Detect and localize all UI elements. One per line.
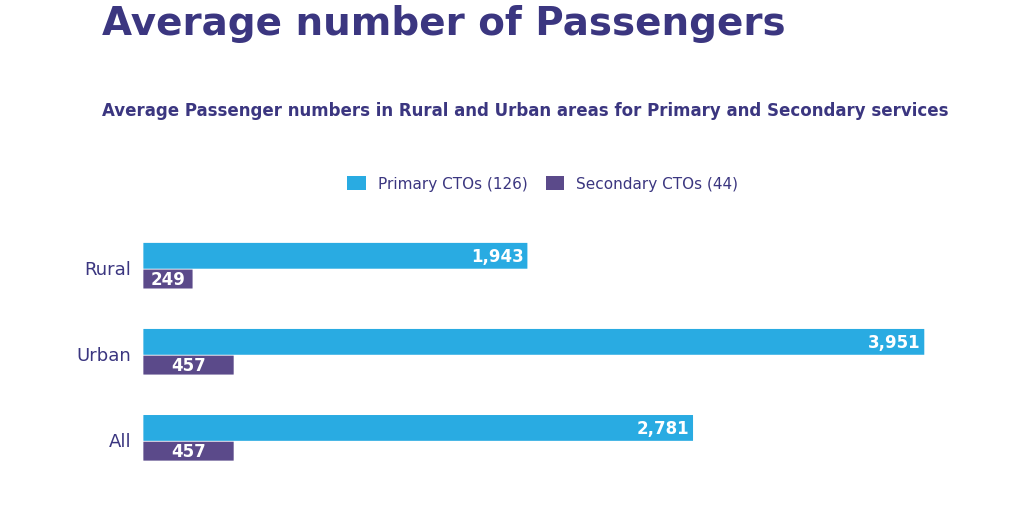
FancyBboxPatch shape	[143, 270, 193, 289]
FancyBboxPatch shape	[143, 243, 527, 269]
Text: 457: 457	[171, 356, 206, 374]
FancyBboxPatch shape	[143, 415, 693, 441]
Text: 3,951: 3,951	[867, 333, 921, 351]
Text: Urban: Urban	[77, 347, 131, 364]
Text: Average number of Passengers: Average number of Passengers	[102, 5, 786, 43]
Text: 2,781: 2,781	[637, 419, 689, 437]
FancyBboxPatch shape	[143, 442, 233, 461]
Text: 249: 249	[151, 270, 185, 289]
FancyBboxPatch shape	[143, 329, 925, 355]
FancyBboxPatch shape	[143, 356, 233, 375]
Text: Average Passenger numbers in Rural and Urban areas for Primary and Secondary ser: Average Passenger numbers in Rural and U…	[102, 102, 949, 120]
Text: 457: 457	[171, 442, 206, 460]
Text: 1,943: 1,943	[471, 247, 523, 265]
Text: All: All	[109, 433, 131, 450]
Text: Rural: Rural	[85, 261, 131, 278]
Legend: Primary CTOs (126), Secondary CTOs (44): Primary CTOs (126), Secondary CTOs (44)	[343, 172, 743, 196]
